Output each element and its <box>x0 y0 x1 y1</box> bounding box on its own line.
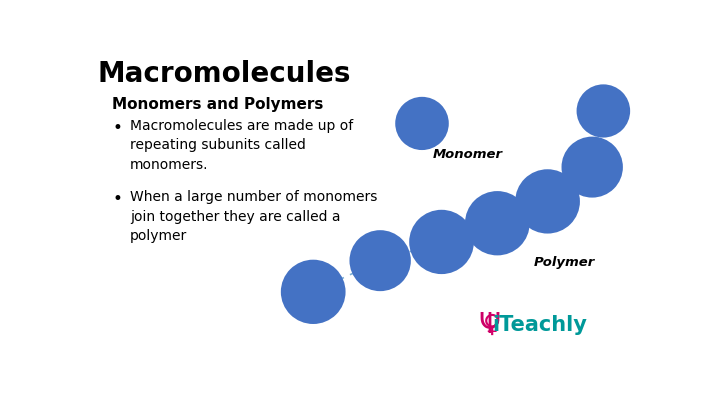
Ellipse shape <box>395 97 449 150</box>
Text: iTeachly: iTeachly <box>492 315 587 335</box>
Text: Monomer: Monomer <box>433 148 503 161</box>
Text: Macromolecules: Macromolecules <box>98 60 351 87</box>
Text: Ψ: Ψ <box>478 311 500 339</box>
Text: ♀: ♀ <box>482 313 501 337</box>
Ellipse shape <box>465 191 530 256</box>
Text: Monomers and Polymers: Monomers and Polymers <box>112 97 324 112</box>
Ellipse shape <box>349 230 411 291</box>
Ellipse shape <box>409 210 474 274</box>
Text: Macromolecules are made up of
repeating subunits called
monomers.: Macromolecules are made up of repeating … <box>130 119 354 172</box>
Ellipse shape <box>281 260 346 324</box>
Text: Polymer: Polymer <box>534 256 595 269</box>
Ellipse shape <box>577 84 630 138</box>
Text: •: • <box>112 119 122 137</box>
Text: When a large number of monomers
join together they are called a
polymer: When a large number of monomers join tog… <box>130 190 377 243</box>
Ellipse shape <box>562 136 623 198</box>
Text: •: • <box>112 190 122 209</box>
Ellipse shape <box>516 169 580 234</box>
